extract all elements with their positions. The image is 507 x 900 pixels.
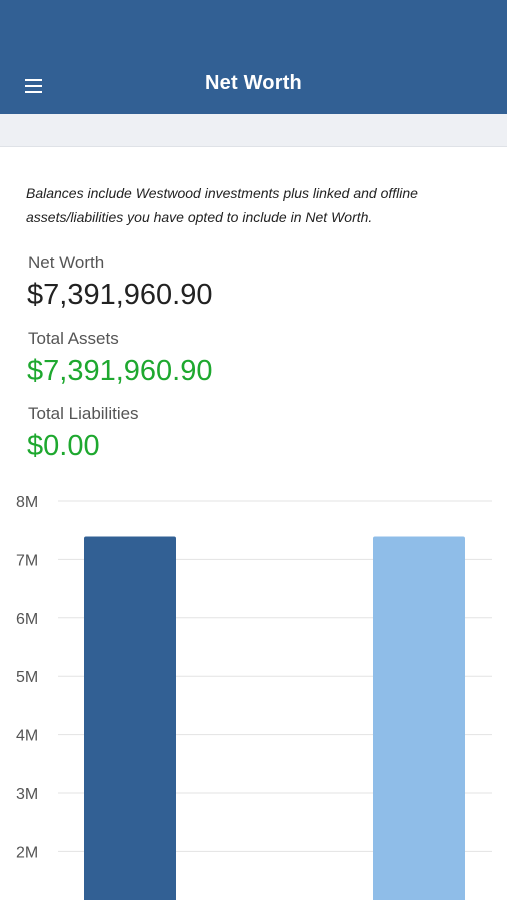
y-tick-label: 5M xyxy=(16,669,38,686)
y-tick-label: 7M xyxy=(16,552,38,569)
total-assets-value: $7,391,960.90 xyxy=(27,355,213,387)
y-tick-label: 2M xyxy=(16,844,38,861)
net-worth-bar[interactable] xyxy=(373,536,465,900)
net-worth-bar-chart: 8M 7M 6M 5M 4M 3M 2M xyxy=(0,480,507,900)
assets-bar[interactable] xyxy=(84,536,176,900)
y-tick-label: 4M xyxy=(16,728,38,745)
menu-button[interactable] xyxy=(22,74,46,98)
total-liabilities-label: Total Liabilities xyxy=(28,404,139,423)
total-liabilities-value: $0.00 xyxy=(27,430,100,462)
page-title: Net Worth xyxy=(205,72,302,94)
balances-disclaimer: Balances include Westwood investments pl… xyxy=(26,185,418,225)
sub-header-bar xyxy=(0,114,507,147)
y-tick-label: 3M xyxy=(16,786,38,803)
chart-canvas: 8M 7M 6M 5M 4M 3M 2M xyxy=(16,494,492,900)
total-assets-label: Total Assets xyxy=(28,329,119,348)
app-header: Net Worth xyxy=(0,0,507,114)
net-worth-value: $7,391,960.90 xyxy=(27,279,213,311)
y-tick-label: 8M xyxy=(16,494,38,511)
y-tick-label: 6M xyxy=(16,611,38,628)
net-worth-label: Net Worth xyxy=(28,253,105,272)
